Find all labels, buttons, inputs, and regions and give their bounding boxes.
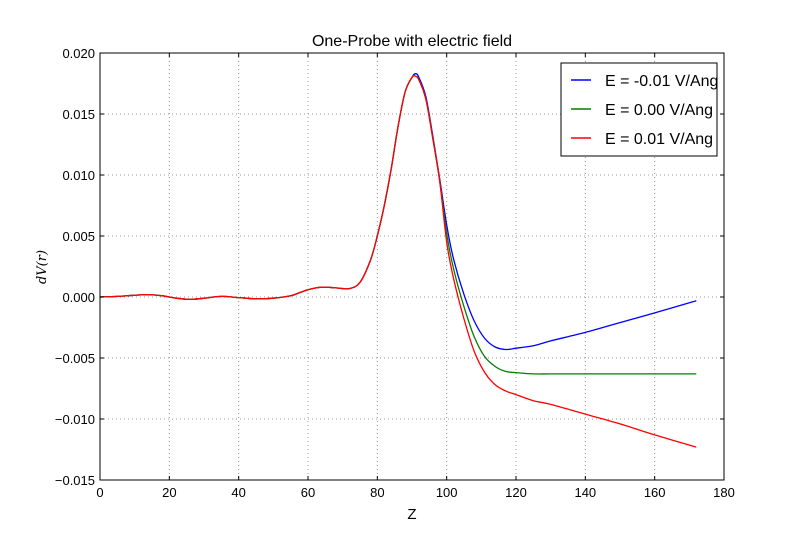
y-tick-label: −0.015 [55, 473, 95, 488]
x-tick-label: 60 [301, 485, 315, 500]
legend-label-2: E = 0.01 V/Ang [605, 131, 713, 148]
legend: E = -0.01 V/Ang E = 0.00 V/Ang E = 0.01 V/… [560, 62, 718, 157]
y-tick-label: 0.005 [62, 229, 95, 244]
x-tick-label: 100 [436, 485, 458, 500]
legend-label-1: E = 0.00 V/Ang [605, 102, 713, 119]
series-line-2 [99, 75, 697, 448]
x-tick-label: 20 [162, 485, 176, 500]
y-tick-label: 0.015 [62, 107, 95, 122]
y-axis-label: dV(r) [35, 250, 50, 284]
x-tick-label: 40 [231, 485, 245, 500]
legend-label-0: E = -0.01 V/Ang [605, 73, 718, 90]
x-tick-label: 180 [713, 485, 735, 500]
x-tick-label: 120 [505, 485, 527, 500]
plot-frame [99, 52, 725, 481]
y-tick-label: 0.020 [62, 46, 95, 61]
chart-title: One-Probe with electric field [312, 33, 512, 50]
x-tick-label: 0 [96, 485, 103, 500]
y-tick-label: −0.010 [55, 412, 95, 427]
x-tick-label: 80 [370, 485, 384, 500]
x-axis-label: Z [407, 506, 416, 523]
y-tick-label: 0.000 [62, 290, 95, 305]
x-tick-label: 160 [644, 485, 666, 500]
y-tick-label: −0.005 [55, 351, 95, 366]
x-tick-label: 140 [574, 485, 596, 500]
y-tick-label: 0.010 [62, 168, 95, 183]
